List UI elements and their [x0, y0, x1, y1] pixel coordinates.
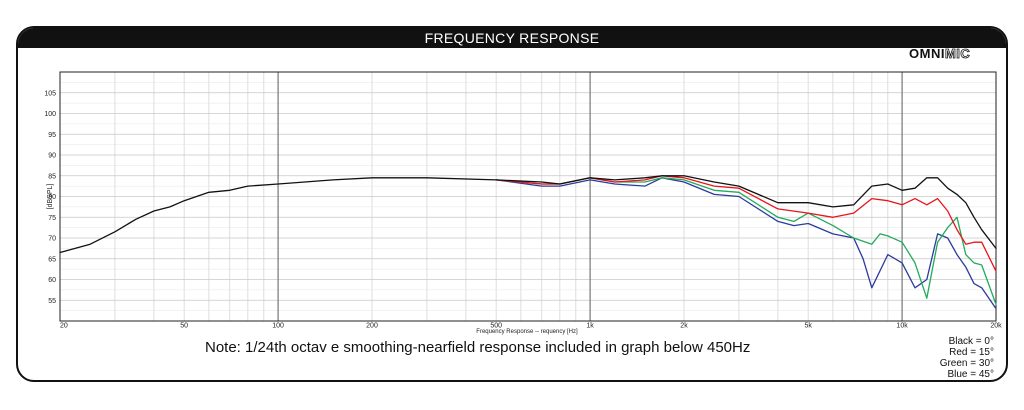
series-line — [495, 177, 997, 310]
minor-grid — [60, 72, 996, 321]
x-tick-label: 10k — [896, 323, 908, 330]
y-tick-label: 60 — [48, 277, 56, 284]
series-line — [59, 175, 997, 254]
y-tick-label: 80 — [48, 194, 56, 201]
x-tick-label: 1k — [586, 323, 594, 330]
brand-logo-light: MIC — [944, 46, 971, 62]
chart-frame: FREQUENCY RESPONSE — [16, 26, 1008, 382]
plot-border — [59, 71, 997, 322]
y-axis-label: [dBSPL] — [47, 184, 54, 210]
major-grid — [277, 72, 903, 321]
x-tick-label: 200 — [366, 323, 378, 330]
x-tick-label: 20 — [60, 323, 68, 330]
series-line — [495, 177, 997, 306]
y-tick-label: 95 — [48, 132, 56, 139]
chart-title: FREQUENCY RESPONSE — [18, 28, 1006, 48]
y-tick-label: 90 — [48, 153, 56, 160]
x-axis-label: Frequency Response -- requency [Hz] — [476, 329, 578, 335]
legend-entry: Green = 30° — [939, 358, 994, 369]
legend-entry: Blue = 45° — [947, 369, 994, 380]
x-tick-label: 50 — [180, 323, 188, 330]
x-tick-label: 20k — [990, 323, 1002, 330]
y-tick-label: 75 — [48, 215, 56, 222]
brand-logo-bold: OMNI — [909, 46, 945, 61]
legend-entry: Black = 0° — [948, 336, 994, 347]
legend-entry: Red = 15° — [949, 347, 994, 358]
x-tick-label: 5k — [804, 323, 812, 330]
series-lines — [59, 175, 997, 310]
y-tick-label: 100 — [44, 111, 56, 118]
y-tick-label: 70 — [48, 236, 56, 243]
smoothing-note: Note: 1/24th octav e smoothing-nearfield… — [205, 339, 751, 356]
y-tick-label: 55 — [48, 298, 56, 305]
x-tick-label: 500 — [490, 323, 502, 330]
x-tick-labels: 20 50 100 200 500 1k 2k 5k 10k 20k — [60, 323, 1002, 330]
series-line — [495, 175, 997, 272]
y-tick-labels: 55 60 65 70 75 80 85 90 95 100 105 — [44, 90, 56, 305]
y-tick-label: 105 — [44, 90, 56, 97]
x-tick-label: 100 — [272, 323, 284, 330]
y-tick-label: 65 — [48, 256, 56, 263]
brand-logo: OMNIMIC — [909, 46, 971, 62]
y-tick-label: 85 — [48, 173, 56, 180]
x-tick-label: 2k — [680, 323, 688, 330]
legend: Black = 0° Red = 15° Green = 30° Blue = 45° — [940, 336, 994, 380]
